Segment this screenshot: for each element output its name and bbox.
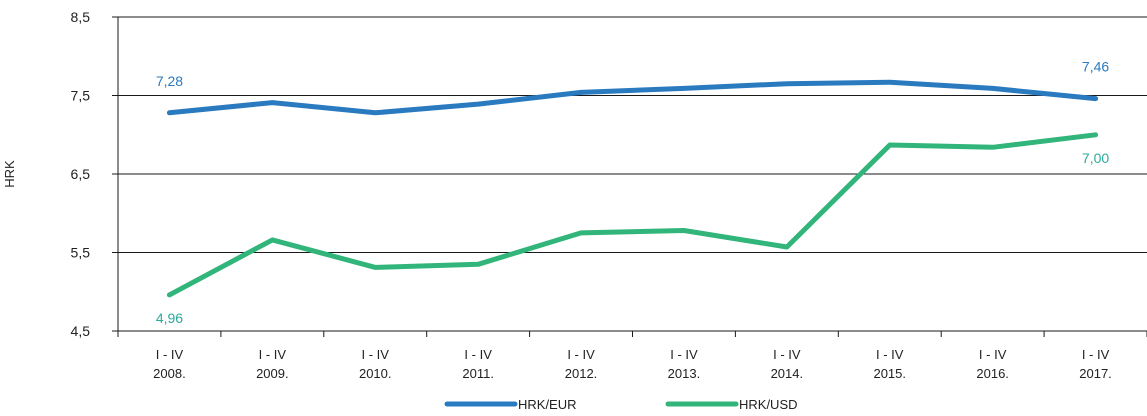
legend: HRK/EUR HRK/USD [444,397,798,412]
series-line-hrk-eur [166,79,1099,116]
y-tick-label: 7,5 [71,88,91,104]
x-tick-label-year: 2017. [1079,366,1112,381]
x-tick-label-period: I - IV [773,347,801,362]
y-tick-label: 4,5 [71,323,91,339]
x-tick-label-period: I - IV [464,347,492,362]
data-label: 7,28 [156,73,183,89]
x-tick-label-year: 2013. [668,366,701,381]
x-tick-label-year: 2011. [462,366,494,381]
x-tick-label-period: I - IV [259,347,287,362]
legend-label: HRK/EUR [518,397,577,412]
data-labels: 7,28 7,46 4,96 7,00 [156,59,1110,326]
x-tick-label-year: 2014. [771,366,804,381]
series-lines [166,79,1099,298]
x-tick-label-period: I - IV [876,347,904,362]
x-tick-label-period: I - IV [156,347,184,362]
x-tick-label-period: I - IV [1082,347,1110,362]
y-tick-label: 8,5 [71,9,91,25]
y-tick-label: 5,5 [71,245,91,261]
data-label: 7,46 [1082,59,1109,75]
x-tick-label-year: 2009. [256,366,289,381]
legend-label: HRK/USD [739,397,798,412]
x-tick-label-year: 2008. [153,366,186,381]
gridlines [118,16,1147,253]
x-tick-label-year: 2015. [873,366,906,381]
data-label: 7,00 [1082,150,1109,166]
y-tick-label: 6,5 [71,166,91,182]
x-tick-label-period: I - IV [979,347,1007,362]
axes: 4,5 5,5 6,5 7,5 8,5 I - IV 2008. I - IV 2009. I -… [2,9,1147,381]
series-line-hrk-usd [166,132,1099,298]
data-label: 4,96 [156,310,183,326]
x-tick-label-year: 2012. [565,366,598,381]
x-tick-label-period: I - IV [670,347,698,362]
x-tick-label-year: 2016. [976,366,1009,381]
y-axis-title: HRK [2,160,17,188]
x-tick-label-period: I - IV [567,347,595,362]
x-tick-label-year: 2010. [359,366,392,381]
x-tick-label-period: I - IV [362,347,390,362]
